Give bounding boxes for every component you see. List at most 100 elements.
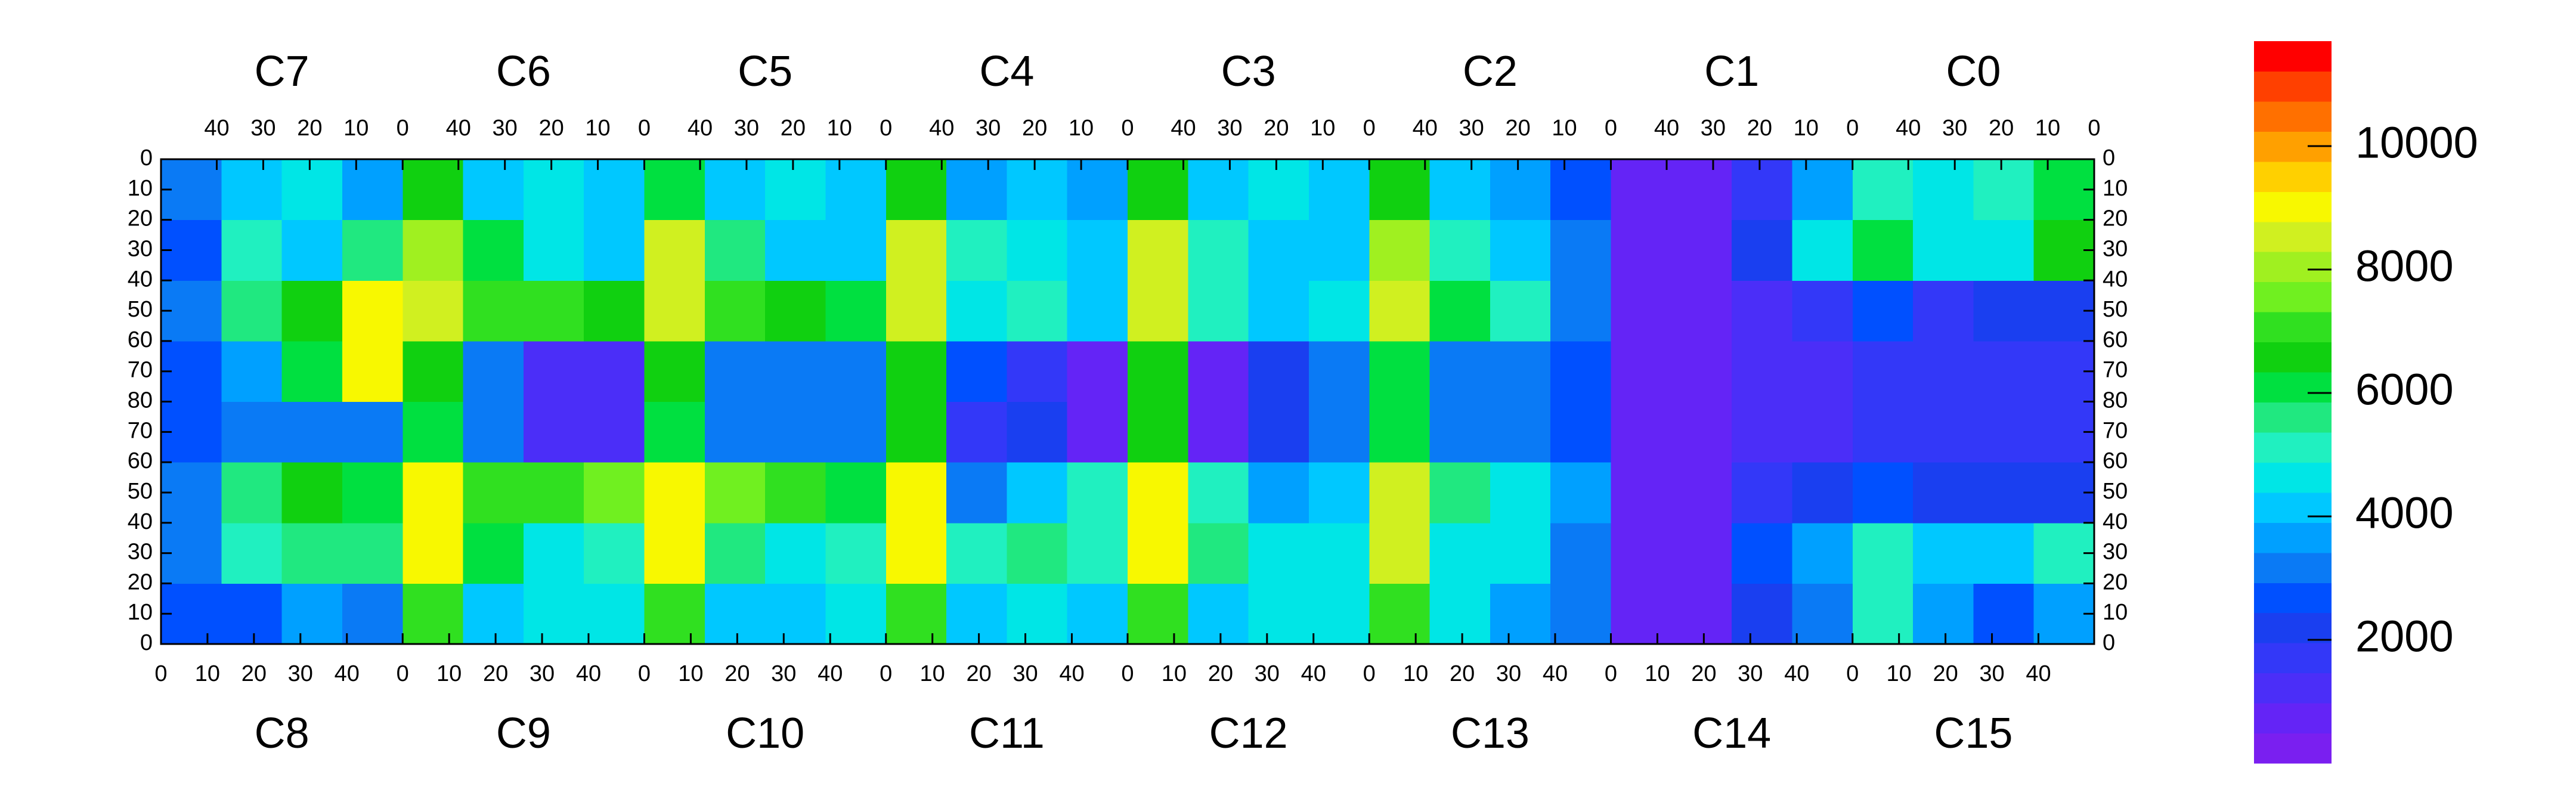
x-tick-label: 0 xyxy=(1121,661,1134,686)
heat-cell xyxy=(886,340,947,402)
y-tick-label: 40 xyxy=(128,267,153,292)
heat-cell xyxy=(946,340,1007,402)
colorbar-label: 4000 xyxy=(2355,488,2454,538)
heat-cell xyxy=(1611,401,1672,463)
x-tick-label: 40 xyxy=(446,116,471,141)
y-tick-label: 0 xyxy=(2103,145,2115,171)
x-tick-label: 0 xyxy=(880,661,892,686)
heat-cell xyxy=(1369,219,1431,281)
heat-cell xyxy=(644,462,705,524)
colorbar-band xyxy=(2254,71,2332,102)
heat-cell xyxy=(1550,159,1611,221)
colorbar-band xyxy=(2254,612,2332,643)
heat-cell xyxy=(281,401,343,463)
heat-cell xyxy=(1852,462,1914,524)
heat-cell xyxy=(402,583,464,645)
heat-cell xyxy=(1308,462,1370,524)
x-tick-label: 40 xyxy=(204,116,229,141)
heat-cell xyxy=(704,462,766,524)
heat-cell xyxy=(1671,401,1732,463)
heat-cell xyxy=(704,219,766,281)
heat-cell xyxy=(886,159,947,221)
heat-cell xyxy=(1973,159,2035,221)
x-tick-label: 0 xyxy=(1605,116,1617,141)
x-tick-label: 40 xyxy=(1301,661,1326,686)
x-tick-label: 20 xyxy=(1691,661,1716,686)
y-tick-label: 70 xyxy=(128,358,153,383)
heat-cell xyxy=(1732,583,1792,645)
x-tick-label: 0 xyxy=(397,116,409,141)
x-tick-label: 10 xyxy=(920,661,945,686)
y-tick-label: 40 xyxy=(2103,509,2128,534)
x-tick-label: 20 xyxy=(1989,116,2014,141)
heat-cell xyxy=(584,340,645,402)
y-tick-label: 20 xyxy=(128,206,153,231)
heat-cell xyxy=(1973,583,2035,645)
heat-cell xyxy=(584,219,645,281)
x-tick-label: 0 xyxy=(880,116,892,141)
heat-cell xyxy=(1611,462,1672,524)
heat-cell xyxy=(463,340,524,402)
heat-cell xyxy=(946,159,1007,221)
y-tick-label: 80 xyxy=(2103,388,2128,413)
chip-label: C7 xyxy=(255,48,309,95)
y-tick-label: 10 xyxy=(128,600,153,625)
x-tick-label: 20 xyxy=(781,116,806,141)
heat-cell xyxy=(1188,583,1249,645)
x-tick-label: 20 xyxy=(297,116,322,141)
x-tick-label: 40 xyxy=(1654,116,1679,141)
x-tick-label: 0 xyxy=(1605,661,1617,686)
heat-cell xyxy=(463,462,524,524)
heat-cell xyxy=(1913,159,1974,221)
heat-cell xyxy=(1973,340,2035,402)
heat-cell xyxy=(281,280,343,342)
heat-cell xyxy=(1429,522,1491,584)
heat-cell xyxy=(1913,462,1974,524)
heat-cell xyxy=(1128,159,1188,221)
heat-cell xyxy=(523,583,584,645)
heat-cell xyxy=(342,219,403,281)
colorbar-band xyxy=(2254,462,2332,493)
heat-cell xyxy=(463,401,524,463)
heat-cell xyxy=(1671,340,1732,402)
heat-cell xyxy=(1973,462,2035,524)
x-tick-label: 0 xyxy=(397,661,409,686)
y-tick-label: 70 xyxy=(2103,358,2128,383)
x-tick-label: 10 xyxy=(1403,661,1428,686)
heat-cell xyxy=(1913,219,1974,281)
x-tick-label: 20 xyxy=(1022,116,1047,141)
heat-cell xyxy=(221,522,283,584)
heat-cell xyxy=(1369,280,1431,342)
heat-cell xyxy=(765,522,826,584)
heat-cell xyxy=(402,219,464,281)
heat-cell xyxy=(765,340,826,402)
heat-cell xyxy=(1973,401,2035,463)
colorbar-band xyxy=(2254,191,2332,222)
x-tick-label: 10 xyxy=(2035,116,2060,141)
heat-cell xyxy=(463,280,524,342)
heat-cell xyxy=(825,219,887,281)
heat-cell xyxy=(1671,522,1732,584)
heat-cell xyxy=(1128,340,1188,402)
heat-cell xyxy=(1248,159,1309,221)
heat-cell xyxy=(1732,219,1792,281)
heat-cell xyxy=(1067,340,1128,402)
heat-cell xyxy=(1308,401,1370,463)
heat-cell xyxy=(342,583,403,645)
heat-cell xyxy=(342,462,403,524)
colorbar-band xyxy=(2254,372,2332,402)
heat-cell xyxy=(342,401,403,463)
x-tick-label: 30 xyxy=(1013,661,1038,686)
colorbar-band xyxy=(2254,583,2332,614)
y-tick-label: 50 xyxy=(2103,479,2128,504)
heat-cell xyxy=(644,219,705,281)
heat-cell xyxy=(1308,340,1370,402)
heat-cell xyxy=(1792,159,1853,221)
colorbar-band xyxy=(2254,161,2332,192)
heat-cell xyxy=(1429,159,1491,221)
heat-cell xyxy=(1248,340,1309,402)
heat-cell xyxy=(1248,401,1309,463)
heat-cell xyxy=(1611,340,1672,402)
colorbar-label: 6000 xyxy=(2355,365,2454,414)
